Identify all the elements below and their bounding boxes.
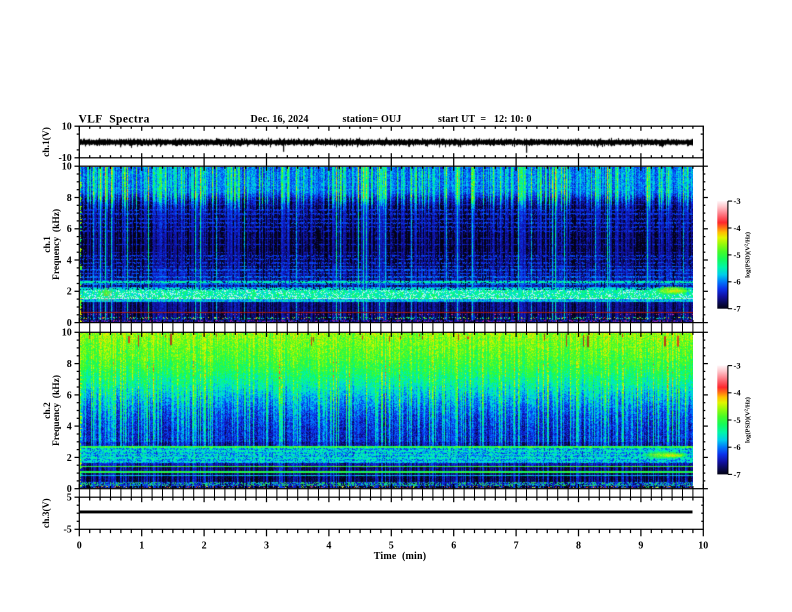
svg-text:3: 3	[264, 541, 269, 552]
svg-text:6: 6	[451, 541, 456, 552]
svg-text:8: 8	[576, 541, 581, 552]
svg-text:4: 4	[67, 422, 72, 433]
svg-text:-3: -3	[734, 196, 741, 206]
svg-text:6: 6	[67, 224, 72, 235]
svg-text:0: 0	[77, 541, 82, 552]
svg-text:4: 4	[326, 541, 331, 552]
svg-text:10: 10	[62, 162, 72, 173]
svg-text:0: 0	[67, 318, 72, 329]
svg-text:Frequency (kHz): Frequency (kHz)	[51, 375, 62, 446]
svg-text:log(PSD)(V2/Hz): log(PSD)(V2/Hz)	[744, 232, 752, 278]
svg-text:-5: -5	[734, 415, 741, 425]
svg-text:-6: -6	[734, 277, 741, 287]
svg-text:start UT = 12: 10: 0: start UT = 12: 10: 0	[438, 114, 532, 125]
svg-text:6: 6	[67, 390, 72, 401]
svg-text:Time (min): Time (min)	[374, 551, 427, 562]
svg-text:2: 2	[202, 541, 207, 552]
svg-text:9: 9	[638, 541, 643, 552]
svg-text:-4: -4	[734, 388, 742, 398]
svg-text:station= OUJ: station= OUJ	[343, 114, 402, 125]
svg-text:8: 8	[67, 359, 72, 370]
svg-text:-5: -5	[63, 525, 71, 536]
svg-text:-5: -5	[734, 250, 741, 260]
svg-text:5: 5	[67, 493, 72, 504]
svg-text:10: 10	[62, 122, 72, 133]
svg-text:ch.2: ch.2	[43, 402, 53, 419]
svg-text:-3: -3	[734, 361, 741, 371]
svg-text:2: 2	[67, 287, 72, 298]
svg-text:-7: -7	[734, 469, 742, 479]
svg-text:ch.1(V): ch.1(V)	[41, 127, 52, 157]
svg-text:-7: -7	[734, 304, 742, 314]
svg-text:Dec. 16, 2024: Dec. 16, 2024	[251, 114, 309, 125]
svg-text:VLF Spectra: VLF Spectra	[79, 113, 150, 125]
svg-text:0: 0	[67, 484, 72, 495]
svg-text:1: 1	[139, 541, 144, 552]
svg-text:ch.3(V): ch.3(V)	[41, 498, 52, 528]
svg-text:4: 4	[67, 255, 72, 266]
svg-text:log(PSD)(V2/Hz): log(PSD)(V2/Hz)	[744, 397, 752, 443]
svg-text:10: 10	[62, 328, 72, 339]
svg-text:Frequency (kHz): Frequency (kHz)	[51, 209, 62, 280]
svg-text:10: 10	[698, 541, 708, 552]
svg-text:7: 7	[514, 541, 519, 552]
svg-text:ch.1: ch.1	[43, 236, 53, 253]
svg-text:2: 2	[67, 453, 72, 464]
svg-text:-4: -4	[734, 223, 742, 233]
svg-text:8: 8	[67, 193, 72, 204]
svg-text:-10: -10	[58, 153, 71, 164]
svg-text:-6: -6	[734, 442, 741, 452]
svg-text:5: 5	[389, 541, 394, 552]
